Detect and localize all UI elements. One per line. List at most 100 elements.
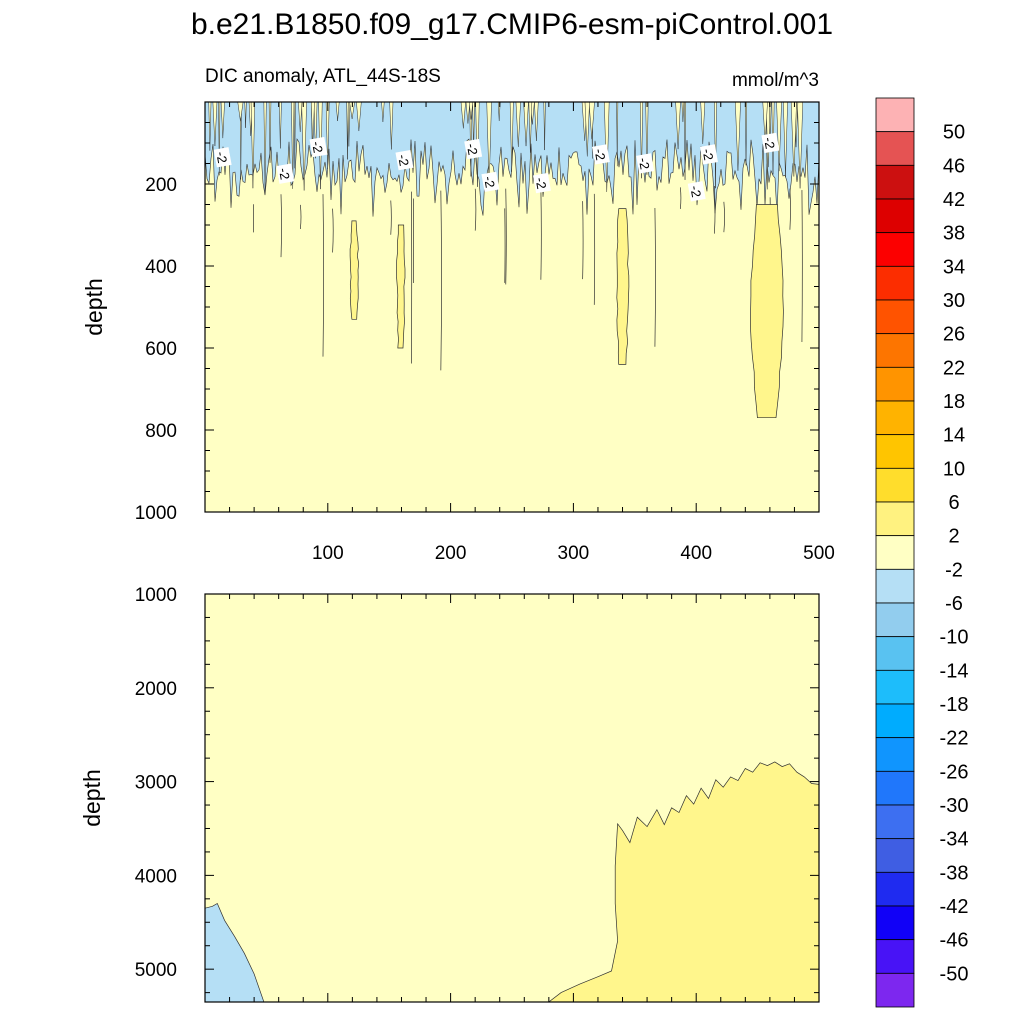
top-contour-filament: [300, 204, 302, 230]
contour-label: -2: [533, 172, 551, 194]
top-contour-filament: [332, 208, 334, 253]
colorbar: 50 46 42 38 34 30 26 22 18 14 10 6 2 -2 -6 -10 -14 -18 -22…: [875, 97, 969, 1008]
contour-label-text: -2: [309, 140, 326, 154]
colorbar-swatch: [875, 838, 915, 873]
y-tick-label: 4000: [135, 866, 177, 887]
top-positive-plume: [616, 208, 630, 365]
top-surface-streak: [244, 102, 247, 128]
colorbar-label: 10: [943, 458, 965, 480]
colorbar-label: -14: [940, 660, 969, 682]
colorbar-swatch: [875, 636, 915, 671]
top-surface-streak: [279, 102, 282, 149]
x-tick-label: 400: [680, 543, 712, 564]
colorbar-label: 2: [948, 526, 959, 548]
top-surface-streak: [584, 102, 590, 157]
top-contour-labels: -2 -2 -2 -2 -2 -2 -2 -2 -2 -2 -2 -2: [213, 132, 780, 202]
contour-label-background: [213, 147, 232, 168]
colorbar-label: -50: [940, 963, 969, 985]
y-tick-label: 3000: [135, 773, 177, 794]
contour-label-text: -2: [687, 184, 704, 198]
top-surface-streak: [509, 102, 514, 172]
contour-label-background: [761, 132, 780, 154]
contour-label-text: -2: [464, 142, 481, 156]
colorbar-swatch: [875, 333, 915, 368]
contour-label: -2: [213, 147, 232, 168]
contour-label: -2: [592, 144, 610, 165]
bottom-axis-ticks: 1000 2000 3000 4000 5000: [135, 585, 820, 1002]
top-surface-streak: [616, 102, 619, 167]
top-positive-plume: [750, 204, 784, 419]
top-axis-ticks: 100 200 300 400 500 200 400 600 800 1000: [135, 102, 835, 564]
subtitle: DIC anomaly, ATL_44S-18S: [205, 66, 441, 87]
contour-label-background: [395, 149, 414, 171]
top-surface-streak: [675, 102, 681, 150]
contour-label-text: -2: [636, 157, 653, 171]
colorbar-swatch: [875, 265, 915, 301]
colorbar-label: -6: [945, 593, 963, 615]
top-surface-streak: [263, 102, 267, 194]
colorbar-label: 18: [943, 391, 965, 413]
contour-label-text: -2: [481, 175, 498, 189]
top-surface-streak: [543, 102, 546, 151]
top-surface-streak: [528, 102, 533, 153]
colorbar-label: -10: [940, 627, 969, 649]
contour-label-text: -2: [761, 136, 778, 150]
colorbar-swatch: [875, 703, 915, 739]
colorbar-label: -42: [940, 896, 969, 918]
top-surface-streak: [735, 102, 741, 171]
top-surface-streak: [291, 102, 295, 189]
colorbar-swatch: [875, 871, 915, 907]
contour-label-background: [533, 172, 551, 194]
top-surface-streak: [768, 102, 772, 139]
colorbar-swatch: [875, 905, 915, 941]
top-surface-streak: [310, 102, 315, 146]
bottom-plot-frame: [204, 593, 820, 1003]
top-surface-streak: [797, 102, 804, 189]
top-surface-streak: [237, 102, 244, 122]
bottom-panel: 1000 2000 3000 4000 5000 depth: [79, 585, 820, 1003]
top-surface-streak: [250, 102, 256, 189]
colorbar-label: -22: [940, 728, 969, 750]
colorbar-swatch: [875, 366, 915, 402]
top-surface-streak: [776, 102, 782, 172]
bottom-positive-anomaly: [548, 761, 819, 1002]
top-contour-filament: [723, 201, 725, 233]
top-surface-streak: [220, 102, 225, 139]
top-negative-anomaly: [205, 102, 819, 371]
top-surface-streak: [218, 102, 221, 176]
colorbar-label: -2: [945, 559, 963, 581]
contour-label: -2: [395, 149, 414, 171]
top-surface-streak: [486, 102, 492, 187]
colorbar-label: -18: [940, 694, 969, 716]
top-surface-streak: [700, 102, 706, 144]
top-surface-streak: [681, 102, 685, 122]
colorbar-swatch: [875, 131, 915, 166]
contour-label: -2: [276, 163, 295, 184]
contour-label-background: [636, 153, 655, 174]
contour-label-background: [481, 171, 500, 193]
contour-label-text: -2: [276, 167, 293, 181]
top-surface-streak: [684, 102, 686, 180]
top-surface-streak: [460, 102, 466, 129]
colorbar-swatch: [875, 602, 915, 638]
colorbar-swatch: [875, 669, 915, 705]
top-contour-filament: [440, 190, 442, 371]
colorbar-label: 30: [943, 290, 965, 312]
top-contour-filament: [280, 194, 282, 258]
top-contour-filament: [789, 188, 791, 230]
bottom-ylabel: depth: [79, 769, 105, 827]
colorbar-label: -38: [940, 862, 969, 884]
top-contour-filament: [714, 185, 716, 234]
colorbar-swatch: [875, 232, 915, 267]
y-tick-label: 2000: [135, 679, 177, 700]
y-tick-label: 200: [145, 175, 177, 196]
top-contour-filament: [654, 207, 656, 347]
top-surface-streak: [588, 102, 595, 140]
main-title: b.e21.B1850.f09_g17.CMIP6-esm-piControl.…: [191, 8, 833, 41]
top-surface-streak: [639, 102, 644, 179]
contour-label: -2: [700, 144, 718, 165]
x-tick-label: 500: [803, 543, 835, 564]
top-positive-plume: [349, 220, 360, 320]
top-positive-plume: [396, 224, 406, 349]
